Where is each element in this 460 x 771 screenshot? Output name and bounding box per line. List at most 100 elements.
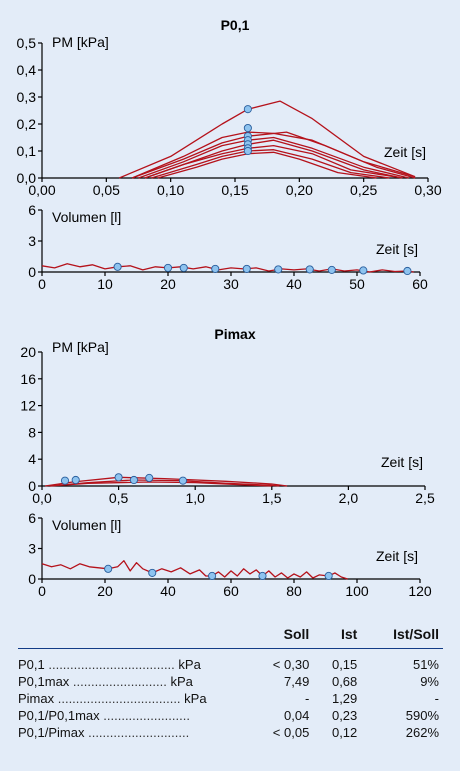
table-row: P0,1/Pimax ............................ …	[18, 723, 443, 740]
results-table: Soll Ist Ist/Soll P0,1 .................…	[18, 626, 443, 740]
series-line	[144, 144, 403, 179]
y-tick-label: 6	[28, 510, 36, 526]
data-point	[114, 473, 123, 482]
row-label: P0,1/Pimax	[18, 725, 85, 740]
ratio-value: 262%	[405, 725, 439, 740]
row-label-cell: P0,1/P0,1max ........................	[18, 706, 247, 723]
y-tick-label: 0	[28, 571, 36, 587]
chart-title: P0,1	[221, 17, 250, 33]
data-point	[327, 265, 336, 274]
row-unit: kPa	[170, 674, 193, 689]
y-tick-label: 0	[28, 478, 36, 494]
data-point	[148, 568, 157, 577]
header-ist-soll: Ist/Soll	[361, 626, 443, 649]
x-tick-label: 30	[223, 276, 239, 292]
x-tick-label: 60	[223, 583, 239, 599]
ist-value: 0,15	[331, 657, 358, 672]
x-axis-label: Zeit [s]	[376, 241, 418, 257]
row-label: Pimax	[18, 691, 55, 706]
x-tick-label: 0,5	[109, 490, 129, 506]
row-dots: ..........................	[69, 674, 167, 689]
ratio-value: 590%	[405, 708, 439, 723]
x-axis-label: Zeit [s]	[381, 454, 423, 470]
ratio-value: 9%	[420, 674, 439, 689]
data-point	[145, 473, 154, 483]
data-point	[258, 571, 267, 581]
ratio-value: 51%	[412, 657, 439, 672]
data-point	[178, 476, 187, 485]
x-tick-label: 0	[38, 276, 46, 292]
ist-value: 0,68	[331, 674, 358, 689]
row-label-cell: P0,1/Pimax ............................	[18, 723, 247, 740]
data-point	[359, 266, 368, 275]
chart-title: Pimax	[214, 326, 255, 342]
data-point	[211, 264, 220, 273]
series-line	[157, 151, 377, 179]
ratio-value: -	[434, 691, 439, 706]
data-point	[179, 263, 188, 272]
row-label: P0,1	[18, 657, 45, 672]
soll-value: < 0,05	[272, 725, 310, 740]
x-tick-label: 0,05	[93, 182, 120, 198]
soll-value: 7,49	[284, 674, 310, 689]
header-soll: Soll	[247, 626, 314, 649]
row-dots: ...................................	[44, 657, 175, 672]
charts-area: 0,00,10,20,30,40,50,00 0,05 0,10 0,15 0,20 0,…	[17, 17, 442, 599]
results-header-row: Soll Ist Ist/Soll	[18, 626, 443, 649]
data-point	[305, 265, 314, 274]
row-label-cell: P0,1 ...................................…	[18, 649, 247, 672]
y-tick-label: 0,2	[17, 116, 37, 132]
data-point	[60, 476, 70, 485]
x-tick-label: 0,10	[157, 182, 184, 198]
y-tick-label: 0,3	[17, 89, 37, 105]
series-line	[49, 481, 272, 487]
x-tick-label: 2,0	[339, 490, 359, 506]
x-tick-label: 20	[160, 276, 176, 292]
series-line	[151, 149, 390, 179]
x-tick-label: 80	[286, 583, 302, 599]
row-dots: ..................................	[54, 691, 181, 706]
y-tick-label: 0,0	[17, 170, 37, 186]
row-dots: ............................	[84, 725, 190, 740]
data-point	[129, 475, 138, 485]
y-tick-label: 0,4	[17, 62, 37, 78]
y-tick-label: 0	[28, 264, 36, 280]
data-point	[243, 105, 252, 114]
y-axis-label: Volumen [l]	[52, 209, 121, 225]
data-point	[324, 571, 333, 581]
header-parameter	[18, 626, 247, 649]
y-tick-label: 12	[20, 398, 36, 414]
x-tick-label: 0,25	[350, 182, 377, 198]
header-ist: Ist	[313, 626, 362, 649]
row-label-cell: P0,1max .......................... kPa	[18, 672, 247, 689]
table-row: P0,1 ...................................…	[18, 649, 443, 672]
series-line	[131, 131, 416, 179]
x-tick-label: 2,5	[415, 490, 435, 506]
y-tick-label: 0,1	[17, 143, 37, 159]
x-tick-label: 0,30	[414, 182, 441, 198]
y-axis-label: PM [kPa]	[52, 339, 109, 355]
x-tick-label: 10	[97, 276, 113, 292]
x-axis-label: Zeit [s]	[384, 144, 426, 160]
x-tick-label: 0,0	[32, 490, 52, 506]
series-line	[138, 136, 409, 179]
x-tick-label: 100	[345, 583, 369, 599]
x-tick-label: 0	[38, 583, 46, 599]
row-unit: kPa	[178, 657, 201, 672]
series-line	[41, 560, 348, 580]
data-point	[403, 266, 412, 276]
data-point	[242, 264, 251, 273]
x-tick-label: 40	[160, 583, 176, 599]
data-point	[243, 146, 252, 156]
table-row: P0,1/P0,1max ........................ 0,…	[18, 706, 443, 723]
ist-value: 0,12	[331, 725, 358, 740]
y-tick-label: 16	[20, 371, 36, 387]
x-tick-label: 0,20	[286, 182, 313, 198]
x-tick-label: 120	[408, 583, 432, 599]
data-point	[113, 262, 122, 271]
x-tick-label: 0,00	[28, 182, 55, 198]
y-axis-label: Volumen [l]	[52, 517, 121, 533]
x-axis-label: Zeit [s]	[376, 548, 418, 564]
y-axis-label: PM [kPa]	[52, 34, 109, 50]
data-point	[104, 564, 113, 573]
